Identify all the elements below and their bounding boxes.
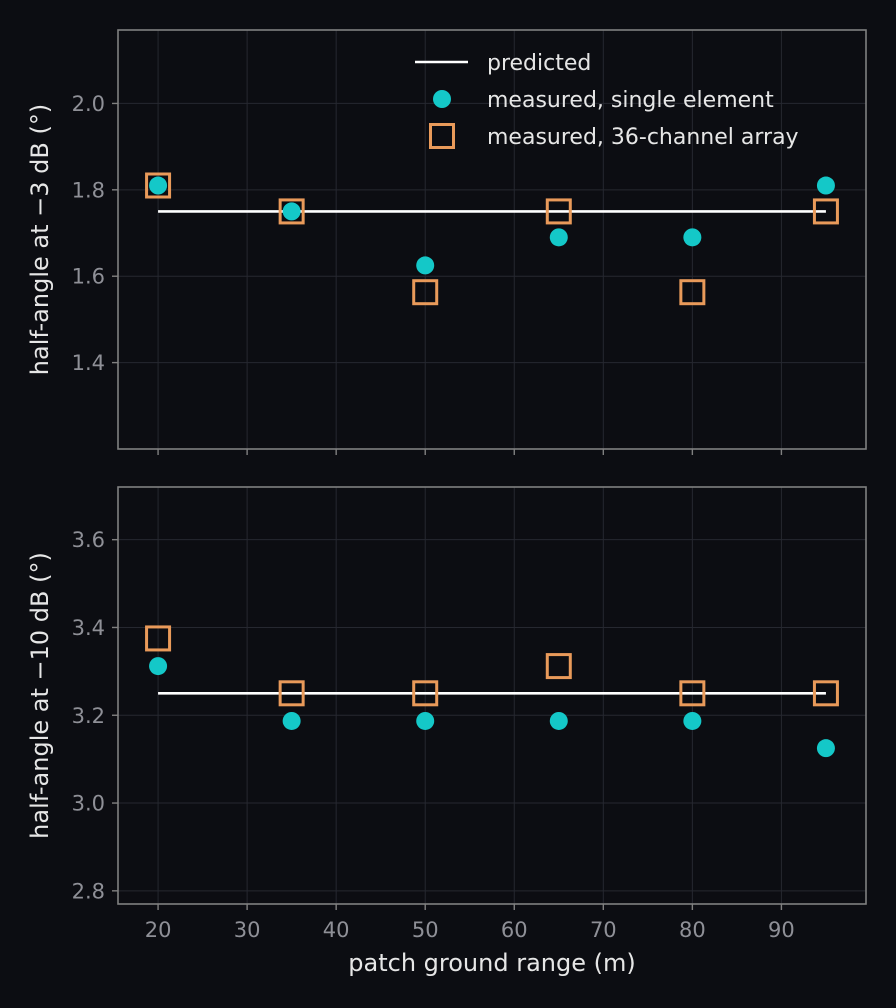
single-element-point xyxy=(282,202,301,221)
single-element-point xyxy=(416,711,435,730)
plot-frame xyxy=(117,29,867,450)
single-element-point xyxy=(149,657,168,676)
x-tick-label: 90 xyxy=(768,918,795,942)
array-point xyxy=(679,680,706,707)
array-point xyxy=(545,198,572,225)
y-tick-label: 1.6 xyxy=(72,265,105,289)
x-tick-label: 70 xyxy=(590,918,617,942)
array-point xyxy=(679,279,706,306)
legend-label: predicted xyxy=(487,51,591,76)
bottom-panel: 20 30 40 50 60 70 80 90 2.8 3.0 3.2 3.4 3.6 half-angl… xyxy=(26,486,867,977)
array-point xyxy=(145,172,172,199)
array-point xyxy=(412,680,439,707)
x-tick-label: 20 xyxy=(145,918,172,942)
single-element-point xyxy=(683,711,702,730)
x-tick-label: 80 xyxy=(679,918,706,942)
legend-square-swatch xyxy=(429,123,455,149)
single-element-point xyxy=(549,228,568,247)
legend-label: measured, 36-channel array xyxy=(487,125,799,150)
single-element-point xyxy=(149,176,168,195)
y-tick-label: 3.2 xyxy=(72,704,105,728)
y-axis-label: half-angle at −10 dB (°) xyxy=(26,552,54,839)
legend-label: measured, single element xyxy=(487,88,774,113)
y-axis-label: half-angle at −3 dB (°) xyxy=(26,104,54,375)
y-tick-label: 1.8 xyxy=(72,178,105,202)
y-tick-label: 2.8 xyxy=(72,879,105,903)
y-tick-label: 3.0 xyxy=(72,792,105,816)
x-tick-label: 60 xyxy=(501,918,528,942)
array-point xyxy=(278,198,305,225)
array-point xyxy=(812,198,839,225)
top-panel: 1.4 1.6 1.8 2.0 half-angle at −3 dB (°) xyxy=(26,29,867,455)
y-tick-label: 3.6 xyxy=(72,528,105,552)
legend-circle-swatch xyxy=(433,90,451,108)
single-element-point xyxy=(549,711,568,730)
array-point xyxy=(278,680,305,707)
x-tick-label: 40 xyxy=(323,918,350,942)
single-element-point xyxy=(282,711,301,730)
array-point xyxy=(812,680,839,707)
array-point xyxy=(545,653,572,680)
array-point xyxy=(412,279,439,306)
single-element-point xyxy=(683,228,702,247)
array-point xyxy=(145,625,172,652)
y-tick-label: 1.4 xyxy=(72,351,105,375)
single-element-point xyxy=(816,739,835,758)
single-element-point xyxy=(416,256,435,275)
y-tick-label: 2.0 xyxy=(72,92,105,116)
x-tick-label: 30 xyxy=(234,918,261,942)
y-tick-label: 3.4 xyxy=(72,616,105,640)
x-tick-label: 50 xyxy=(412,918,439,942)
x-axis-label: patch ground range (m) xyxy=(348,949,635,977)
legend: predicted measured, single element measure… xyxy=(415,51,799,150)
single-element-point xyxy=(816,176,835,195)
plot-frame xyxy=(117,486,867,905)
